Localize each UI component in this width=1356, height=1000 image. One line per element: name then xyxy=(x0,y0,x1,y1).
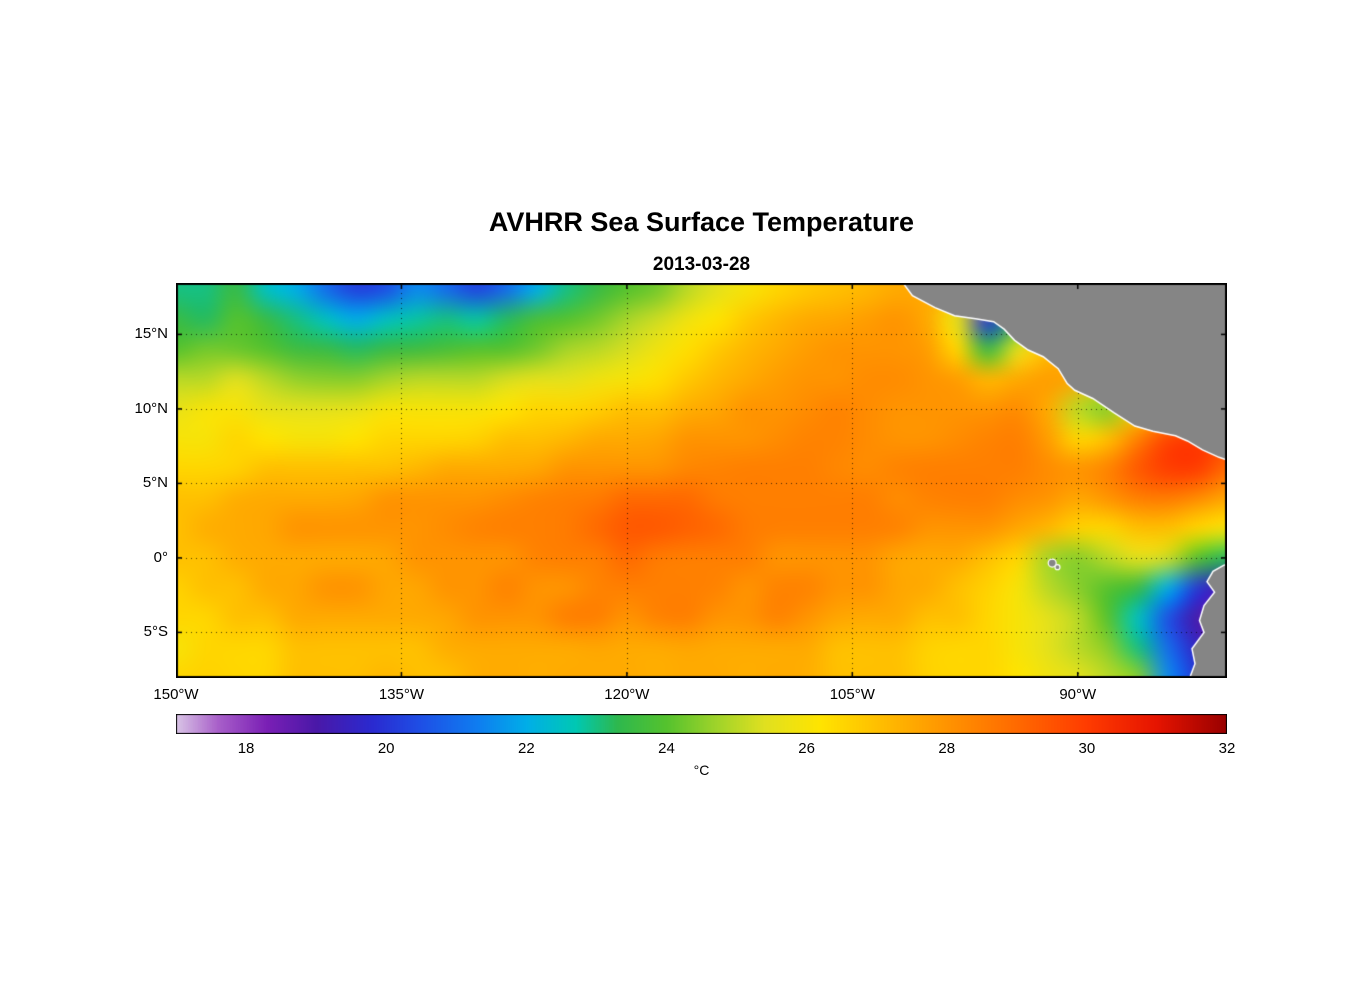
colorbar-tick-label: 30 xyxy=(1078,740,1096,757)
x-tick-label: 135°W xyxy=(378,686,425,703)
x-tick-label: 105°W xyxy=(829,686,875,703)
x-tick-label: 150°W xyxy=(153,686,199,703)
colorbar-tick-label: 32 xyxy=(1218,740,1236,757)
x-tick-label: 120°W xyxy=(604,686,650,703)
colorbar-tick-label: 22 xyxy=(517,740,535,757)
colorbar-tick-label: 26 xyxy=(798,740,815,757)
sst-heatmap-canvas xyxy=(176,283,1227,678)
colorbar-tick-label: 20 xyxy=(377,740,395,757)
y-tick-label: 0° xyxy=(153,548,168,566)
chart-title: AVHRR Sea Surface Temperature xyxy=(488,207,915,237)
colorbar-tick-label: 28 xyxy=(938,740,956,757)
colorbar-tick-label: 24 xyxy=(658,740,675,757)
chart-subtitle: 2013-03-28 xyxy=(652,254,751,275)
x-tick-label: 90°W xyxy=(1059,686,1097,703)
y-tick-label: 10°N xyxy=(134,399,168,417)
y-tick-label: 5°S xyxy=(143,623,168,641)
y-tick-label: 5°N xyxy=(142,474,168,492)
colorbar-tick-label: 18 xyxy=(237,740,255,757)
y-tick-label: 15°N xyxy=(134,325,168,343)
colorbar-unit-label: °C xyxy=(693,762,710,778)
colorbar-canvas xyxy=(176,714,1227,734)
